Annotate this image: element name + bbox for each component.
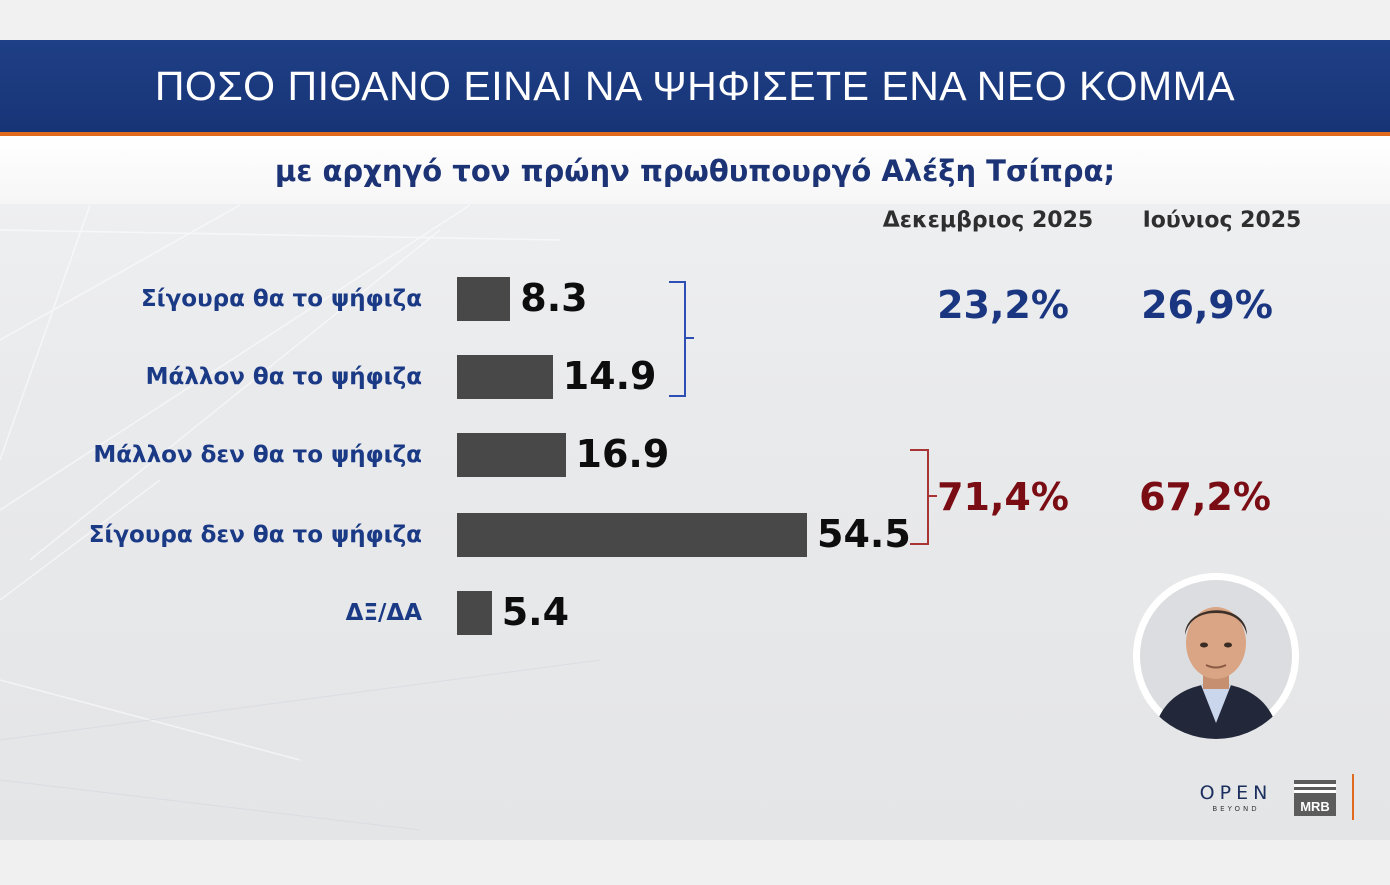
category-label: ΔΞ/ΔΑ <box>345 600 422 626</box>
unlikely-total-previous: 67,2% <box>1139 475 1271 519</box>
subtitle-band: με αρχηγό τον πρώην πρωθυπουργό Αλέξη Τσ… <box>0 136 1390 204</box>
logo-divider <box>1352 774 1354 820</box>
open-beyond-logo: OPEN BEYOND <box>1196 782 1276 814</box>
bottom-letterbox <box>0 840 1390 885</box>
likely-total-previous: 26,9% <box>1141 283 1273 327</box>
portrait-illustration <box>1133 573 1299 739</box>
bar-value-label: 8.3 <box>520 276 588 320</box>
open-logo-text: OPEN <box>1199 782 1273 804</box>
bar <box>457 433 566 477</box>
portrait-photo <box>1133 573 1299 739</box>
bar <box>457 591 492 635</box>
category-label: Μάλλον θα το ψήφιζα <box>145 364 422 390</box>
bracket-likely <box>669 281 694 397</box>
mrb-logo-line <box>1294 784 1336 787</box>
page-title: ΠΟΣΟ ΠΙΘΑΝΟ ΕΙΝΑΙ ΝΑ ΨΗΦΙΣΕΤΕ ΕΝΑ ΝΕΟ ΚΟ… <box>154 63 1236 109</box>
title-bar: ΠΟΣΟ ΠΙΘΑΝΟ ΕΙΝΑΙ ΝΑ ΨΗΦΙΣΕΤΕ ΕΝΑ ΝΕΟ ΚΟ… <box>0 40 1390 136</box>
column-header-previous: Ιούνιος 2025 <box>1142 208 1302 233</box>
likely-total-current: 23,2% <box>937 283 1069 327</box>
mrb-logo-line <box>1294 790 1336 793</box>
bar <box>457 513 807 557</box>
bar-value-label: 16.9 <box>575 432 670 476</box>
open-logo-subtext: BEYOND <box>1212 805 1260 813</box>
category-label: Σίγουρα δεν θα το ψήφιζα <box>88 522 422 548</box>
top-letterbox <box>0 0 1390 40</box>
mrb-logo: MRB <box>1294 780 1336 816</box>
bar <box>457 277 511 321</box>
category-label: Μάλλον δεν θα το ψήφιζα <box>93 442 422 468</box>
bracket-unlikely <box>910 449 937 545</box>
bar-value-label: 14.9 <box>562 354 657 398</box>
category-label: Σίγουρα θα το ψήφιζα <box>140 286 422 312</box>
mrb-logo-text: MRB <box>1300 799 1330 814</box>
background-decoration <box>0 204 601 831</box>
bar <box>457 355 553 399</box>
column-header-current: Δεκεμβριος 2025 <box>882 208 1094 233</box>
page-subtitle: με αρχηγό τον πρώην πρωθυπουργό Αλέξη Τσ… <box>274 154 1116 188</box>
bar-value-label: 54.5 <box>817 512 911 556</box>
bar-value-label: 5.4 <box>501 590 570 634</box>
unlikely-total-current: 71,4% <box>937 475 1069 519</box>
broadcast-graphic: ΠΟΣΟ ΠΙΘΑΝΟ ΕΙΝΑΙ ΝΑ ΨΗΦΙΣΕΤΕ ΕΝΑ ΝΕΟ ΚΟ… <box>0 40 1390 840</box>
